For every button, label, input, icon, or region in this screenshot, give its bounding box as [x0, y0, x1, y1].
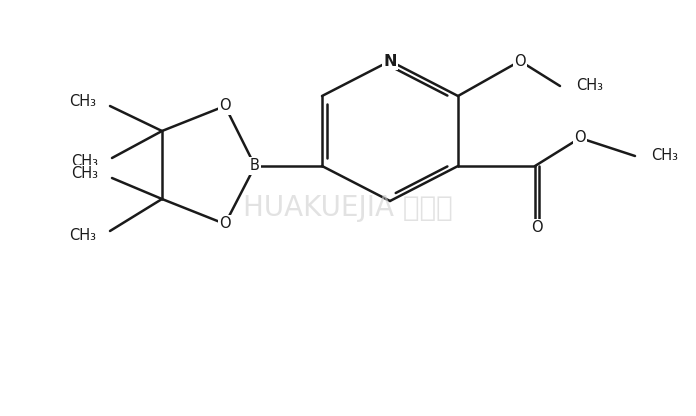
Text: CH₃: CH₃ — [651, 149, 678, 163]
Text: O: O — [531, 220, 543, 235]
Text: CH₃: CH₃ — [71, 154, 98, 169]
Text: CH₃: CH₃ — [69, 228, 96, 243]
Text: CH₃: CH₃ — [71, 166, 98, 181]
Text: N: N — [383, 54, 397, 69]
Text: B: B — [250, 158, 260, 173]
Text: CH₃: CH₃ — [69, 94, 96, 109]
Text: CH₃: CH₃ — [576, 79, 603, 94]
Text: HUAKUEJIA 化学加: HUAKUEJIA 化学加 — [243, 194, 453, 222]
Text: O: O — [219, 216, 231, 231]
Text: O: O — [514, 54, 525, 69]
Text: O: O — [574, 131, 586, 146]
Text: O: O — [219, 99, 231, 114]
